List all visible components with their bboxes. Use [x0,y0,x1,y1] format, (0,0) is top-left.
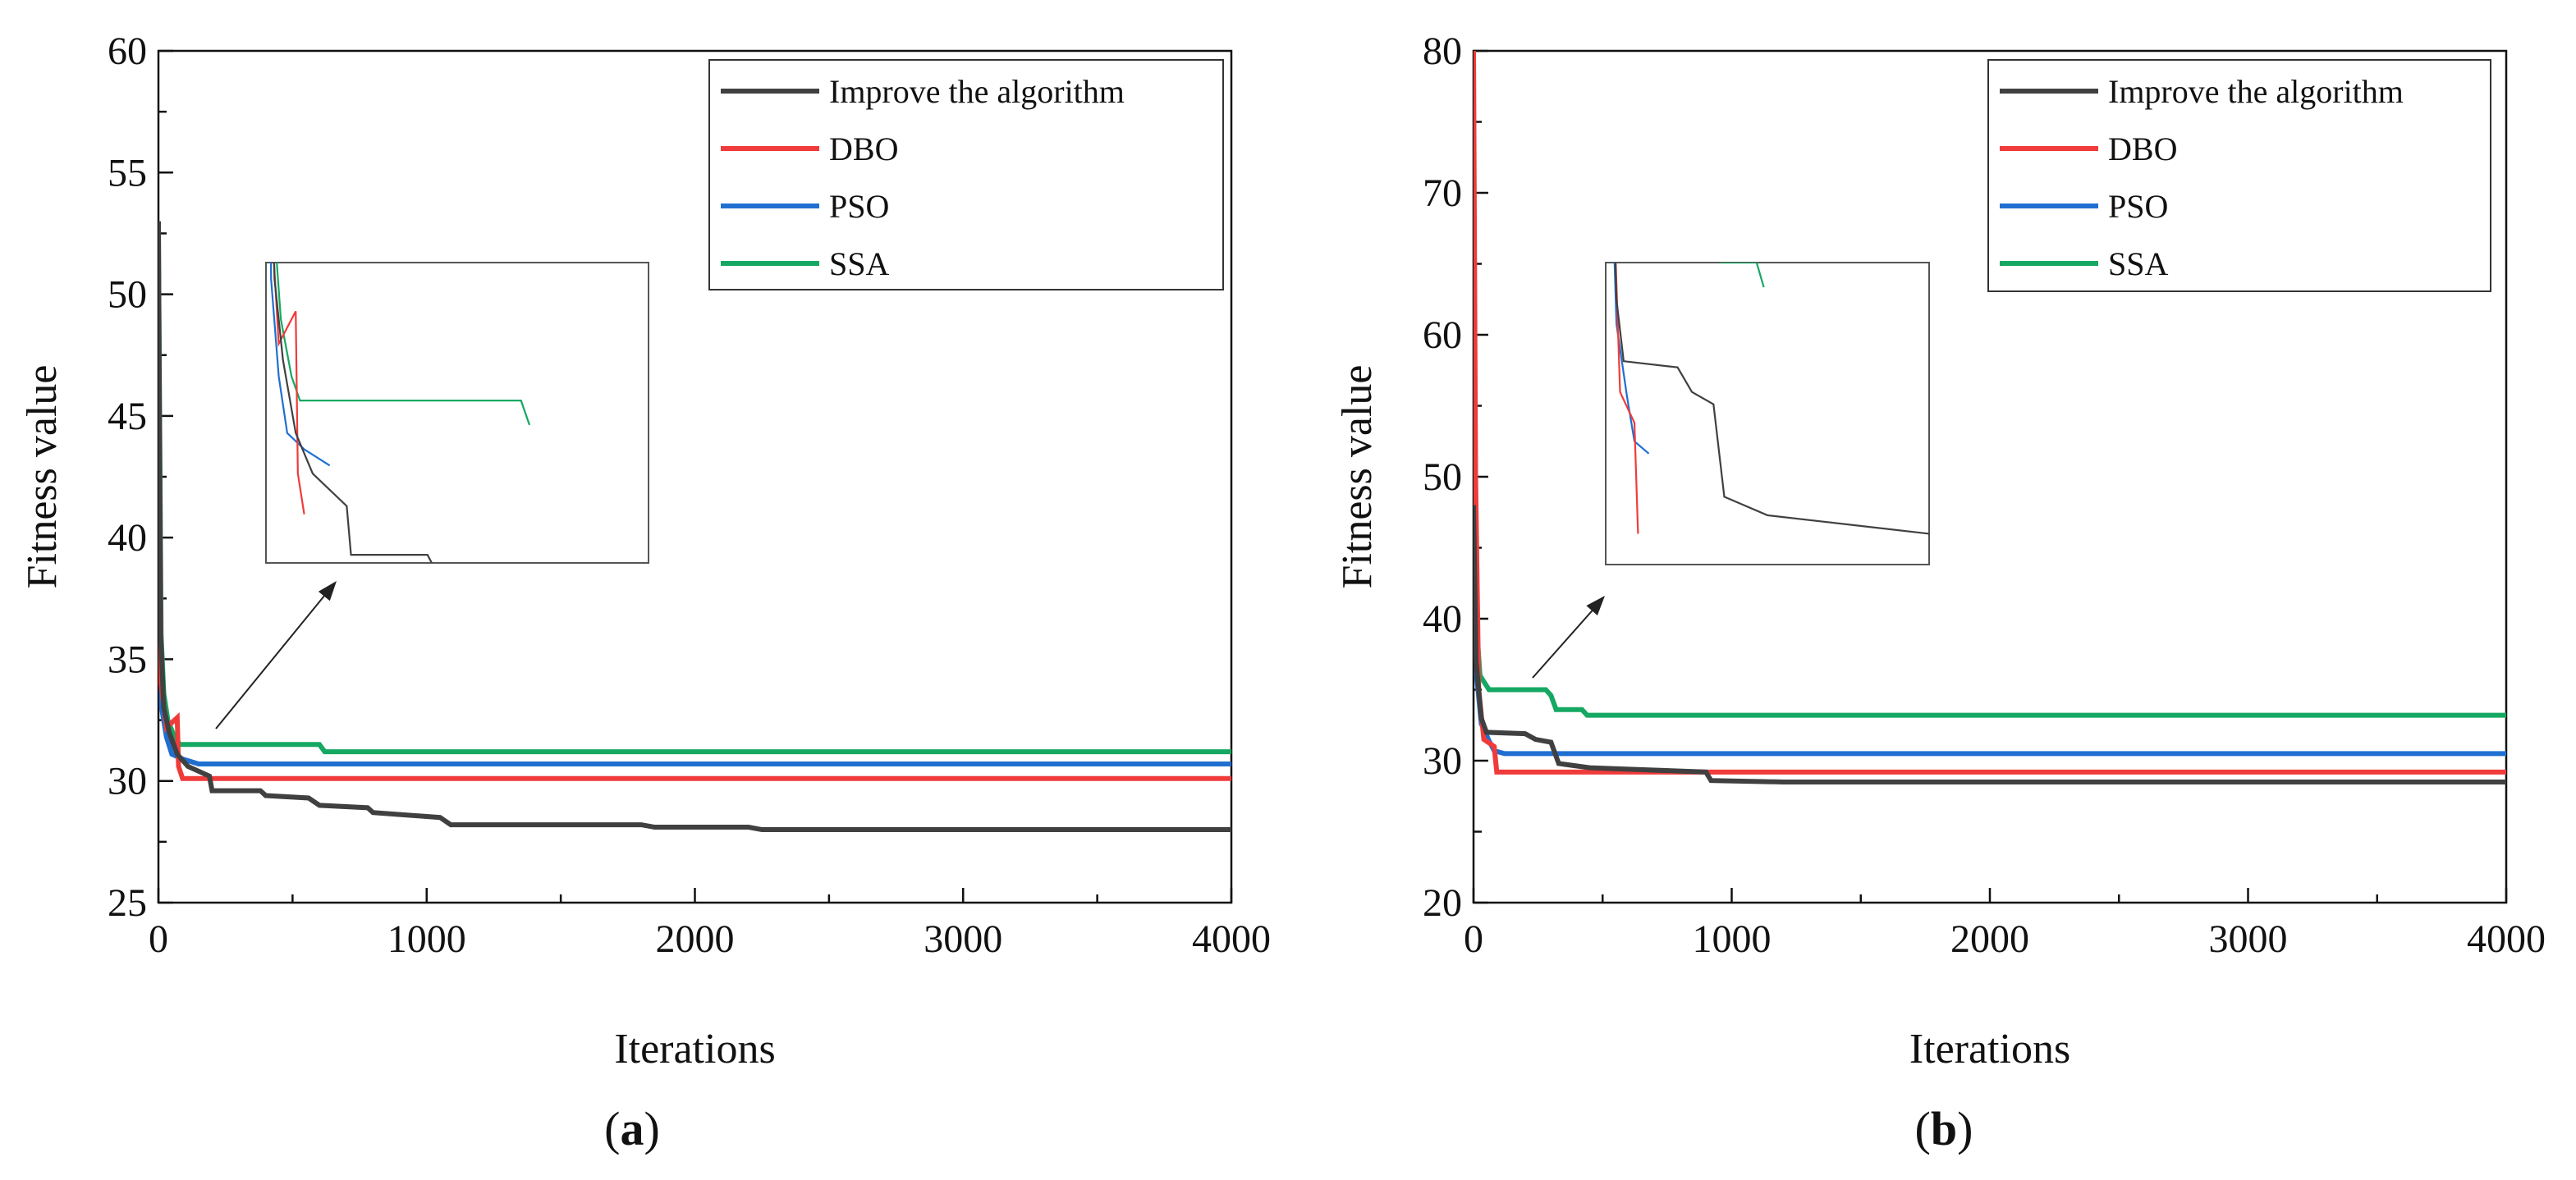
legend-label: PSO [829,188,889,225]
inset-line-pso [1613,263,1650,455]
inset-frame [1605,262,1930,565]
y-tick-label: 50 [1423,455,1462,499]
y-tick-label: 45 [108,395,147,438]
legend-label: SSA [829,245,889,282]
zoom-inset [265,262,649,564]
y-tick-label: 20 [1423,881,1462,925]
legend-label: DBO [2108,130,2177,167]
inset-frame [265,262,649,564]
y-tick-label: 50 [108,273,147,317]
y-tick-label: 40 [108,516,147,560]
x-tick-label: 4000 [2467,917,2546,961]
panel-label: (b) [1915,1102,1973,1155]
x-tick-label: 1000 [387,917,466,961]
y-tick-label: 55 [108,151,147,194]
x-tick-label: 4000 [1192,917,1271,961]
x-tick-label: 3000 [924,917,1002,961]
legend-label: DBO [829,130,898,167]
zoom-arrow-line [1532,605,1597,679]
legend-label: PSO [2108,188,2168,225]
legend-label: SSA [2108,245,2168,282]
zoom-inset [1605,262,1930,565]
x-tick-label: 0 [1464,917,1483,961]
x-tick-label: 1000 [1693,917,1772,961]
y-axis-title: Fitness value [19,365,66,589]
inset-line-pso [270,263,331,467]
y-tick-label: 60 [1423,313,1462,357]
chart-panel-b: 0 1000 2000 3000 4000 20 30 40 50 60 70 80 Iteration… [1334,30,2546,1155]
y-tick-label: 80 [1423,30,1462,73]
y-tick-label: 35 [108,638,147,681]
panel-label: (a) [604,1102,660,1155]
y-tick-label: 60 [108,30,147,73]
y-axis-title: Fitness value [1334,365,1381,589]
zoom-arrow-head [1586,596,1605,615]
series-line-improve [158,221,1231,833]
series-line-improve [1474,505,2506,784]
zoom-arrow-head [318,581,337,601]
legend-label: Improve the algorithm [2108,73,2404,110]
zoom-arrow-line [215,590,329,729]
inset-line-ssa [1719,263,1765,288]
legend-box [708,59,1224,290]
y-tick-label: 30 [108,760,147,803]
x-axis-title: Iterations [614,1026,775,1073]
inset-line-improve [1614,263,1929,539]
legend-box [1987,59,2491,292]
series-line-dbo [1474,51,2506,775]
x-tick-label: 3000 [2209,917,2288,961]
x-tick-label: 2000 [656,917,735,961]
y-tick-label: 40 [1423,597,1462,641]
y-tick-label: 70 [1423,172,1462,215]
y-tick-label: 25 [108,881,147,925]
inset-line-improve [273,263,433,563]
inset-series-group [270,263,531,563]
legend: Improve the algorithm DBO PSO SSA [1987,59,2491,292]
y-tick-label: 30 [1423,739,1462,783]
inset-line-ssa [276,263,531,426]
series-group [158,221,1231,833]
legend-label: Improve the algorithm [829,73,1125,110]
x-tick-label: 2000 [1950,917,2029,961]
x-axis-title: Iterations [1909,1026,2070,1073]
series-group [1474,51,2506,784]
legend: Improve the algorithm DBO PSO SSA [708,59,1224,290]
x-tick-label: 0 [149,917,168,961]
inset-series-group [1613,263,1929,539]
chart-panel-a: 0 1000 2000 3000 4000 25 30 35 40 45 50 55 60 Iterati… [19,30,1271,1155]
inset-line-dbo [273,263,305,515]
